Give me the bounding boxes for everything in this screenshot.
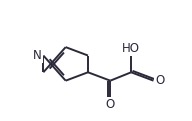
Text: O: O — [106, 98, 115, 111]
Text: O: O — [155, 74, 164, 87]
Text: HO: HO — [122, 42, 140, 55]
Text: N: N — [33, 49, 42, 62]
